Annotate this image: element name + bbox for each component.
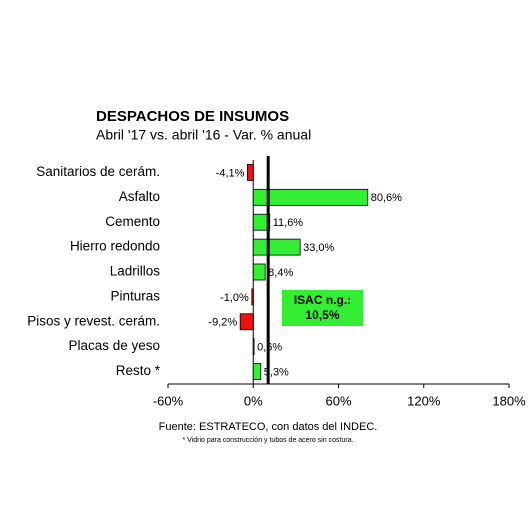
x-tick-label: 180%	[492, 393, 526, 408]
reference-name: ISAC n.g.:	[294, 293, 351, 307]
bar	[252, 188, 369, 206]
y-tick-label: Pinturas	[110, 288, 160, 303]
value-label: 5,3%	[264, 366, 289, 378]
value-label: 11,6%	[273, 217, 304, 229]
y-tick-label: Cemento	[105, 214, 160, 229]
value-label: -9,2%	[208, 317, 237, 329]
y-tick-label: Pisos y revest. cerám.	[27, 313, 160, 328]
bar	[247, 164, 254, 181]
bar	[251, 288, 254, 306]
reference-label: 10,5%	[305, 308, 339, 322]
value-label: -4,1%	[216, 167, 245, 179]
x-tick-label: -60%	[153, 393, 184, 408]
reference-box	[282, 290, 363, 326]
x-tick-label: 120%	[407, 393, 441, 408]
y-tick-label: Resto *	[116, 363, 161, 378]
bar	[252, 238, 301, 256]
value-label: -1,0%	[220, 292, 249, 304]
bar	[252, 363, 262, 380]
x-tick-label: 60%	[325, 393, 351, 408]
bar	[252, 263, 266, 281]
bar	[252, 213, 271, 231]
value-label: 33,0%	[303, 242, 334, 254]
value-label: 8,4%	[268, 267, 293, 279]
x-tick-label: 0%	[244, 393, 263, 408]
value-label: 80,6%	[371, 192, 402, 204]
y-tick-label: Sanitarios de cerám.	[36, 164, 160, 179]
y-tick-label: Asfalto	[119, 189, 160, 204]
chart-title: DESPACHOS DE INSUMOS	[96, 108, 289, 125]
source: Fuente: ESTRATECO, con datos del INDEC.	[159, 421, 378, 433]
bar	[252, 338, 255, 356]
value-label: 0,6%	[257, 342, 282, 354]
y-tick-label: Placas de yeso	[68, 338, 160, 353]
y-tick-label: Ladrillos	[110, 264, 161, 279]
bar	[239, 313, 254, 331]
chart-subtitle: Abril '17 vs. abril '16 - Var. % anual	[96, 127, 311, 143]
footnote: * Vidrio para construcción y tubos de ac…	[182, 437, 353, 444]
y-tick-label: Hierro redondo	[70, 239, 160, 254]
